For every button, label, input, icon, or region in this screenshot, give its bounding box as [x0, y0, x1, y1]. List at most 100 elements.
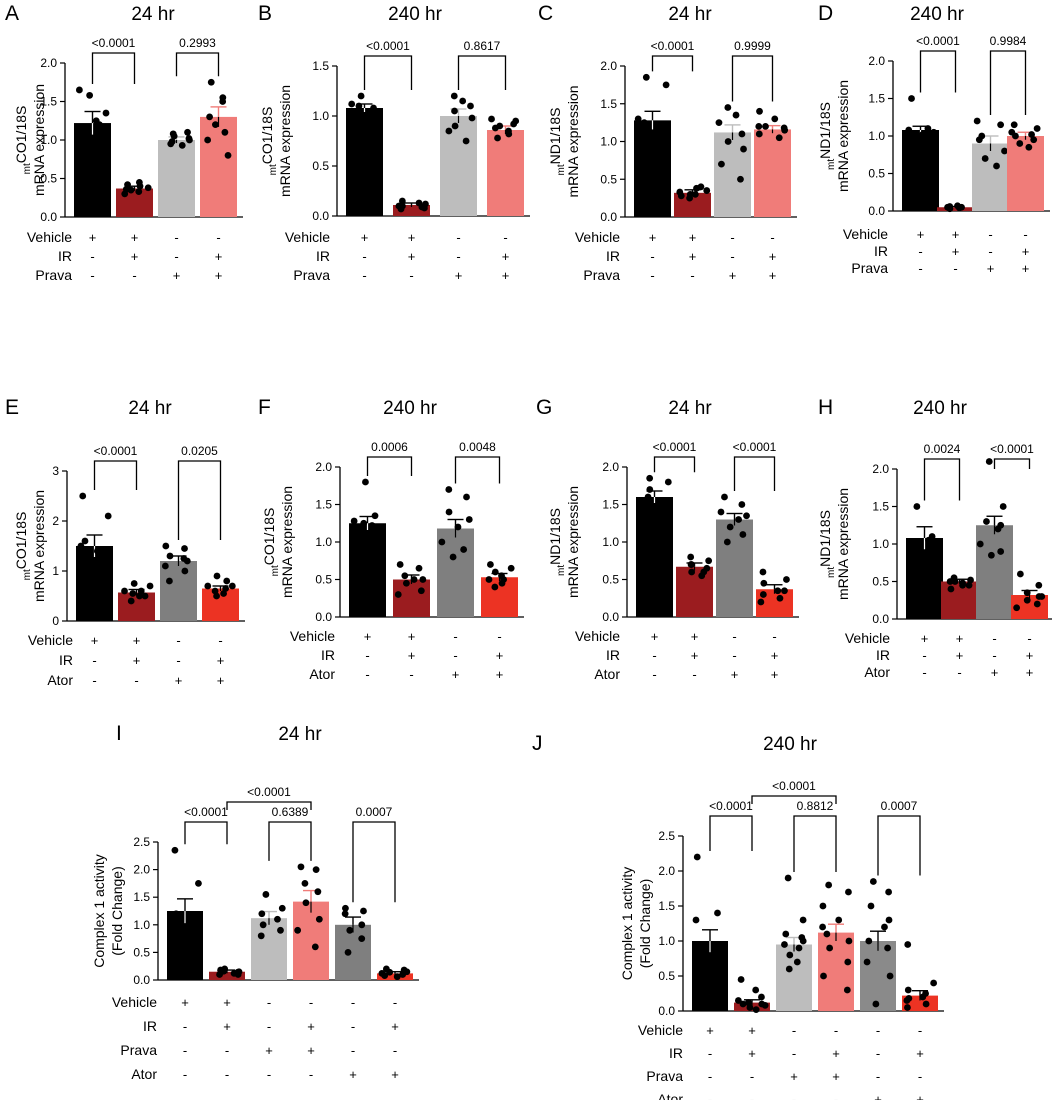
- treatment-sign: +: [729, 268, 737, 283]
- bracket-line: [457, 55, 507, 90]
- y-axis-label-subscript: mt: [268, 164, 279, 175]
- y-tick-label: 1.5: [602, 498, 619, 512]
- data-point: [844, 958, 852, 966]
- data-point: [468, 114, 476, 122]
- treatment-sign: -: [176, 653, 180, 668]
- data-point: [278, 904, 286, 912]
- data-point: [724, 104, 732, 111]
- comparison-bracket: 0.8812: [793, 799, 837, 872]
- comparison-bracket: <0.0001: [990, 442, 1034, 469]
- data-point: [872, 1000, 880, 1008]
- data-point: [642, 73, 650, 81]
- panel-letter: J: [532, 732, 543, 755]
- treatment-sign: -: [792, 1046, 796, 1061]
- bar-ir: [393, 579, 430, 617]
- data-point: [721, 493, 728, 501]
- data-point: [752, 986, 760, 994]
- treatment-sign: -: [730, 249, 734, 264]
- treatment-sign: -: [176, 633, 180, 648]
- data-point: [75, 86, 83, 94]
- data-point: [368, 108, 376, 116]
- treatment-sign: -: [750, 1092, 754, 1100]
- treatment-row-label: IR: [321, 647, 335, 663]
- p-value-label: 0.0007: [356, 805, 393, 819]
- treatment-row-label: Vehicle: [845, 630, 890, 646]
- data-point: [301, 880, 309, 887]
- treatment-sign: -: [792, 1092, 796, 1100]
- bar-vehicle: [74, 123, 111, 217]
- data-point: [819, 923, 826, 931]
- data-point: [362, 478, 369, 486]
- data-point: [1035, 581, 1043, 589]
- treatment-row-label: IR: [606, 248, 620, 264]
- treatment-sign: -: [732, 648, 736, 663]
- data-point: [740, 145, 747, 153]
- data-point: [781, 941, 788, 948]
- treatment-sign: -: [183, 1019, 187, 1034]
- bar-vehicle: [76, 546, 113, 621]
- data-point: [93, 547, 101, 555]
- y-axis-label-line1: mtCO1/18S: [13, 106, 33, 175]
- treatment-row-label: Prava: [646, 1068, 683, 1084]
- data-point: [77, 542, 85, 550]
- y-tick-label: 1.0: [658, 934, 675, 948]
- data-point: [1023, 596, 1031, 604]
- data-point: [166, 552, 174, 560]
- treatment-sign: +: [173, 268, 181, 283]
- treatment-sign: +: [917, 227, 925, 242]
- y-axis-label-line2: mRNA expression: [565, 85, 581, 197]
- treatment-sign: +: [1026, 665, 1034, 680]
- panel-letter: H: [818, 396, 833, 419]
- treatment-sign: -: [953, 261, 957, 276]
- bracket-line: [733, 456, 776, 491]
- data-point: [394, 591, 402, 598]
- treatment-row-label: IR: [669, 1045, 683, 1061]
- y-axis-label: mtCO1/18S mRNA expression: [13, 84, 47, 196]
- data-point: [793, 958, 801, 966]
- bracket-line: [989, 50, 1027, 115]
- data-point: [161, 562, 169, 570]
- y-tick-label: 1.0: [315, 535, 332, 549]
- treatment-row-label: IR: [874, 243, 888, 259]
- p-value-label: 0.0205: [181, 444, 218, 458]
- treatment-sign: -: [92, 673, 96, 688]
- data-point: [162, 542, 170, 550]
- treatment-sign: -: [922, 665, 926, 680]
- treatment-sign: +: [131, 230, 139, 245]
- y-tick-label: 1.0: [600, 135, 617, 149]
- data-point: [129, 590, 137, 597]
- y-tick-label: 1.5: [133, 890, 150, 904]
- data-point: [954, 202, 961, 210]
- y-axis-label-subscript: mt: [826, 159, 837, 170]
- treatment-sign: -: [365, 667, 369, 682]
- data-point: [774, 587, 782, 595]
- bracket-line: [268, 821, 312, 861]
- treatment-sign: -: [92, 653, 96, 668]
- treatment-row-label: Vehicle: [638, 1022, 683, 1038]
- data-point: [760, 579, 768, 587]
- data-point: [776, 594, 784, 602]
- data-point: [640, 501, 648, 508]
- data-point: [930, 555, 938, 563]
- y-axis-label-subscript: mt: [826, 567, 837, 578]
- data-point: [738, 130, 746, 138]
- comparison-bracket: 0.0024: [924, 442, 961, 501]
- treatment-sign: +: [215, 268, 223, 283]
- y-tick-label: 0.5: [133, 945, 150, 959]
- data-point: [664, 504, 671, 512]
- data-point: [82, 167, 90, 175]
- panel-g: G 24 hr 0.0 0.5 1.0 1.5 2.0 mtND1/18S mRNA expre…: [536, 396, 799, 682]
- treatment-sign: -: [90, 268, 94, 283]
- treatment-sign: -: [351, 995, 355, 1010]
- treatment-sign: -: [225, 1067, 229, 1082]
- data-point: [220, 590, 227, 597]
- data-point: [170, 915, 177, 923]
- treatment-row-label: Vehicle: [27, 229, 72, 245]
- treatment-row-label: IR: [143, 1018, 157, 1034]
- treatment-sign: +: [706, 1023, 714, 1038]
- p-value-label: <0.0001: [184, 805, 228, 819]
- data-point: [510, 120, 518, 128]
- y-axis-label: mtND1/18S mRNA expression: [547, 486, 581, 598]
- p-value-label: 0.8812: [797, 799, 834, 813]
- data-point: [136, 182, 144, 190]
